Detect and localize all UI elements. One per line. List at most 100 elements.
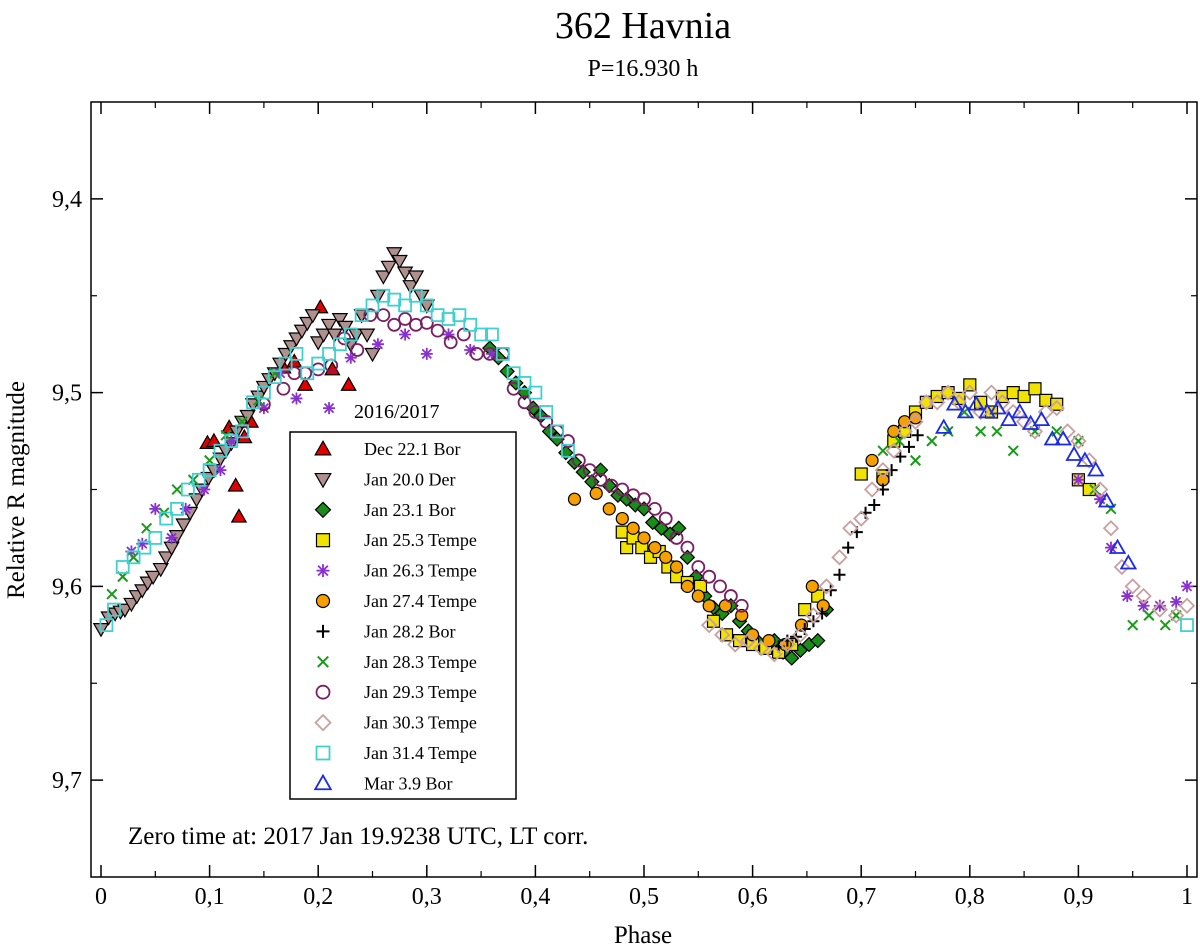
data-point <box>267 370 282 385</box>
legend-marker <box>315 684 331 700</box>
series-jan-27-4-tempe <box>567 411 923 652</box>
data-point <box>561 443 575 458</box>
legend-label: Jan 30.3 Tempe <box>364 713 477 733</box>
x-axis-label: Phase <box>614 922 672 949</box>
data-point <box>909 454 922 466</box>
data-point <box>626 521 640 535</box>
data-point <box>350 343 365 357</box>
legend-label: Jan 28.3 Tempe <box>364 652 477 672</box>
data-point <box>420 347 433 360</box>
data-point <box>1104 541 1117 554</box>
legend-marker <box>316 624 330 638</box>
data-point <box>419 315 434 330</box>
legend-marker <box>316 564 330 578</box>
data-point <box>1137 599 1150 612</box>
data-point <box>907 413 924 430</box>
data-point <box>304 309 322 324</box>
data-point <box>257 402 270 415</box>
data-point <box>702 569 717 584</box>
data-point <box>885 442 902 459</box>
data-point <box>1180 618 1194 633</box>
data-point <box>647 501 662 516</box>
data-point <box>1097 492 1116 508</box>
x-tick-label: 0,2 <box>303 884 333 910</box>
data-point <box>1000 410 1018 427</box>
data-point <box>887 424 901 438</box>
data-point <box>188 493 205 508</box>
data-point <box>1021 414 1040 430</box>
data-point <box>106 588 118 600</box>
data-point <box>296 376 314 391</box>
data-point <box>885 464 898 477</box>
data-point <box>854 467 868 481</box>
y-tick-label: 9,5 <box>52 381 82 407</box>
data-point <box>637 492 651 507</box>
data-point <box>528 405 543 419</box>
data-point <box>700 616 718 634</box>
data-point <box>1054 430 1072 446</box>
data-point <box>1135 587 1152 605</box>
data-point <box>344 351 357 364</box>
data-point <box>171 483 183 496</box>
data-point <box>798 603 812 617</box>
data-point <box>128 551 140 563</box>
data-point <box>945 395 964 411</box>
legend-title: 2016/2017 <box>354 401 440 423</box>
data-point <box>967 395 986 411</box>
data-point <box>376 288 391 303</box>
data-point <box>734 598 749 613</box>
y-axis: 9,4 9,5 9,6 9,7 <box>52 187 1197 794</box>
data-point <box>719 628 734 642</box>
data-point <box>364 347 381 363</box>
data-point <box>753 640 770 657</box>
data-point <box>396 266 414 281</box>
data-point <box>615 511 629 526</box>
data-point <box>320 318 338 334</box>
legend-label: Jan 28.2 Bor <box>364 621 456 641</box>
data-point <box>256 385 271 400</box>
data-point <box>853 510 870 527</box>
data-point <box>464 344 477 356</box>
legend-marker <box>314 713 332 732</box>
legend-marker <box>317 655 329 668</box>
data-point <box>908 411 923 425</box>
data-point <box>567 492 582 506</box>
series-jan-25-3-tempe <box>615 378 1096 659</box>
data-point <box>224 434 239 448</box>
data-point <box>333 337 347 352</box>
y-tick-label: 9,6 <box>52 574 82 600</box>
data-point <box>805 579 819 593</box>
legend-box <box>289 431 517 800</box>
data-point <box>463 317 478 332</box>
data-point <box>430 308 445 323</box>
data-point <box>1178 597 1196 614</box>
data-point <box>482 346 497 361</box>
data-point <box>277 347 294 363</box>
data-point <box>293 324 311 340</box>
chart-title: 362 Havnia <box>555 5 731 47</box>
data-point <box>610 487 626 504</box>
data-point <box>637 531 651 545</box>
data-point <box>658 511 673 526</box>
data-point <box>926 435 938 447</box>
data-point <box>1102 520 1120 537</box>
data-point <box>288 332 305 347</box>
data-point <box>706 614 721 628</box>
data-point <box>1043 430 1062 446</box>
legend-label: Jan 27.4 Tempe <box>364 591 477 611</box>
data-point <box>1070 432 1087 450</box>
data-point <box>939 384 957 401</box>
data-point <box>159 511 174 526</box>
data-point <box>1072 473 1085 486</box>
data-point <box>375 270 392 285</box>
data-point <box>961 384 978 401</box>
chart-subtitle: P=16.930 h <box>588 56 699 82</box>
x-axis: 0 0,1 0,2 0,3 0,4 0,5 0,6 0,7 0,8 0,9 1 <box>95 102 1193 910</box>
data-point <box>615 525 629 539</box>
data-point <box>1081 452 1098 469</box>
data-point <box>409 288 423 303</box>
data-point <box>170 501 184 516</box>
x-tick-label: 0 <box>95 884 107 910</box>
legend-label: Jan 25.3 Tempe <box>364 530 477 550</box>
